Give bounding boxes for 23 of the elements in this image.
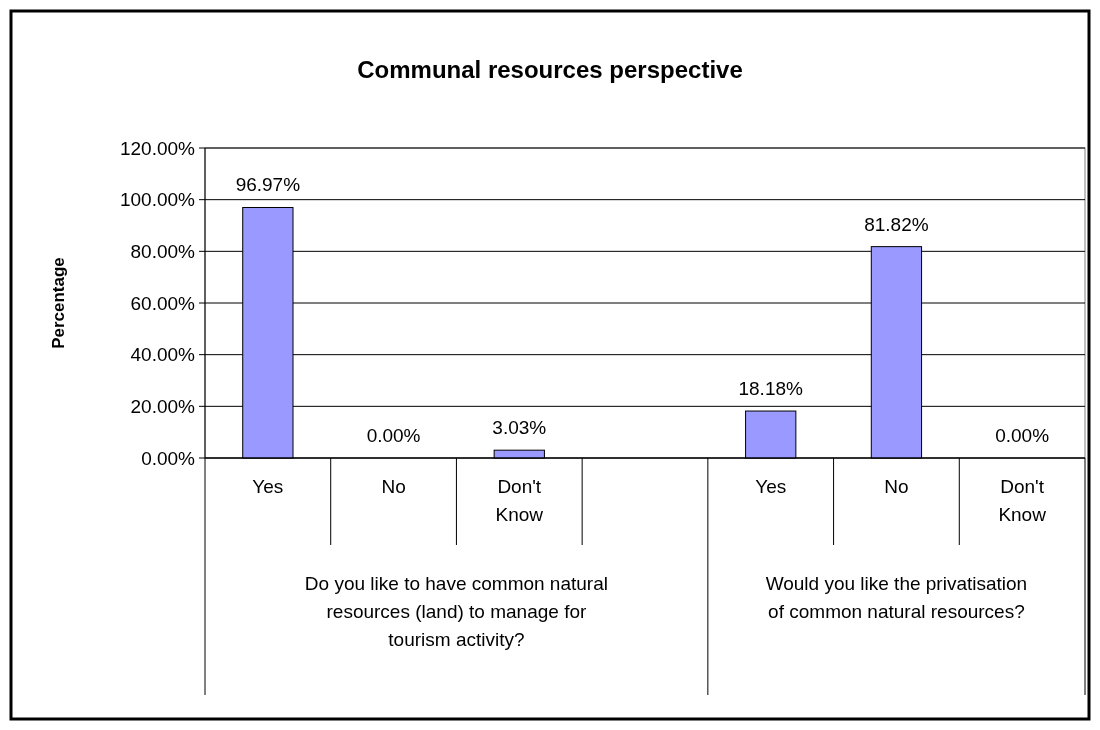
- x-tick-label: No: [884, 476, 909, 497]
- y-tick-label: 60.00%: [130, 292, 196, 314]
- data-label: 0.00%: [366, 425, 421, 446]
- y-tick-label: 20.00%: [130, 395, 196, 417]
- text: Would you like the privatisation of common natural resources?: [765, 573, 1028, 622]
- x-tick-label: No: [381, 476, 406, 497]
- data-label: 18.18%: [738, 378, 804, 400]
- data-label: 81.82%: [864, 213, 929, 235]
- y-tick-label: 80.00%: [130, 240, 196, 262]
- y-axis-title: Percentage: [49, 257, 68, 349]
- data-label: 0.00%: [995, 425, 1050, 446]
- x-tick-label: Don't Know: [998, 476, 1047, 525]
- y-tick-label: 100.00%: [119, 189, 196, 211]
- data-label: 96.97%: [235, 174, 301, 196]
- x-tick-label: Yes: [252, 476, 284, 497]
- x-tick-label: Don't Know: [495, 476, 544, 525]
- y-tick-label: 40.00%: [130, 344, 196, 366]
- data-label: 3.03%: [492, 417, 547, 439]
- y-tick-label: 120.00%: [119, 137, 196, 159]
- chart-title: Communal resources perspective: [357, 56, 743, 83]
- y-tick-label: 0.00%: [141, 447, 196, 469]
- x-tick-label: Yes: [755, 476, 787, 497]
- text: Do you like to have common natural resources (land) to manage for tourism activity?: [304, 573, 608, 650]
